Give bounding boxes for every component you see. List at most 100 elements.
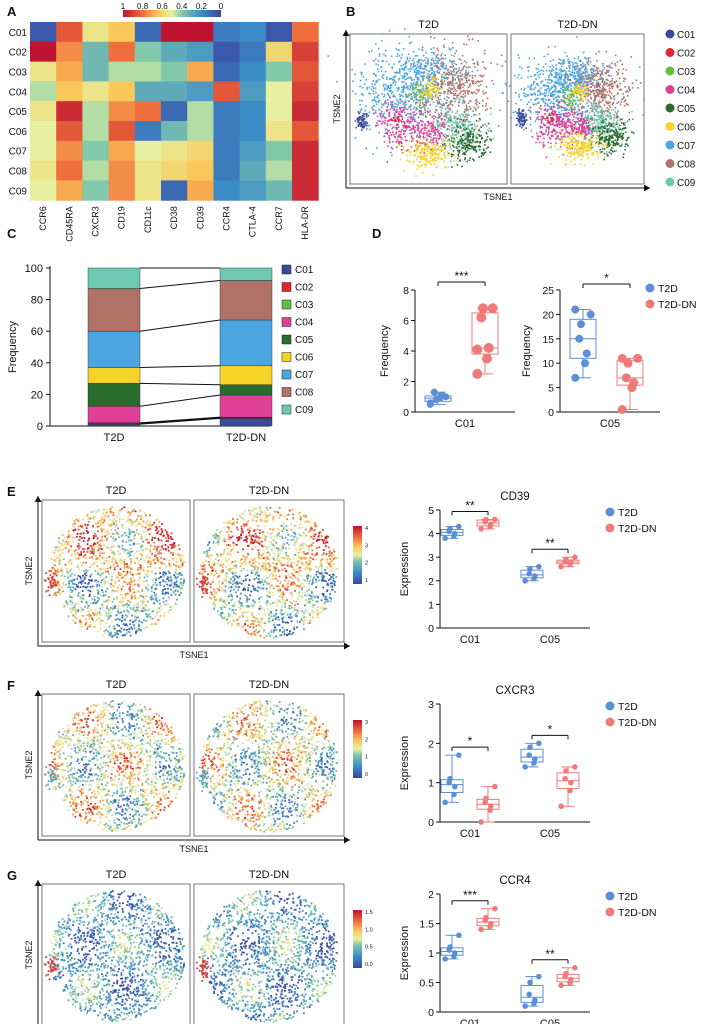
tsne-point bbox=[417, 90, 420, 93]
tsne-point bbox=[416, 134, 418, 137]
tsne-point bbox=[540, 130, 542, 133]
tsne-point bbox=[518, 108, 521, 110]
tsne-point bbox=[421, 148, 424, 151]
tsne-point bbox=[383, 135, 385, 138]
tsne-point bbox=[439, 94, 441, 97]
tsne-point bbox=[616, 114, 618, 117]
tsne-point bbox=[575, 116, 577, 119]
tsne-point bbox=[397, 79, 400, 81]
tsne-point bbox=[564, 123, 566, 126]
tsne-point bbox=[561, 139, 564, 142]
tsne-point bbox=[380, 39, 383, 42]
tsne-point bbox=[600, 142, 602, 144]
tsne-point bbox=[454, 98, 457, 100]
tsne-point bbox=[587, 61, 589, 63]
tsne-point bbox=[446, 68, 449, 71]
tsne-point bbox=[590, 110, 593, 112]
tsne-point bbox=[386, 92, 389, 95]
tsne-point bbox=[483, 52, 486, 55]
heatmap-cell bbox=[161, 81, 188, 102]
tsne-point bbox=[384, 128, 387, 131]
tsne-point bbox=[585, 133, 587, 136]
tsne-point bbox=[482, 61, 484, 63]
tsne-point bbox=[566, 97, 568, 100]
tsne-point bbox=[627, 94, 629, 97]
tsne-point bbox=[556, 76, 558, 79]
tsne-point bbox=[403, 76, 406, 78]
tsne-point bbox=[579, 77, 582, 80]
tsne-point bbox=[451, 129, 453, 132]
tsne-point bbox=[608, 122, 611, 125]
heatmap-column-label: CD45RA bbox=[64, 206, 74, 242]
tsne-point bbox=[580, 79, 583, 81]
tsne-point bbox=[411, 85, 414, 87]
tsne-point bbox=[398, 136, 401, 138]
tsne-point bbox=[433, 153, 436, 155]
tsne-point bbox=[608, 137, 610, 140]
c-legend-swatch bbox=[281, 404, 292, 415]
tsne-point bbox=[461, 141, 464, 144]
tsne-point bbox=[587, 125, 590, 127]
tsne-point bbox=[434, 59, 437, 62]
tsne-point bbox=[556, 131, 558, 134]
tsne-point bbox=[398, 68, 401, 70]
tsne-point bbox=[454, 116, 457, 118]
tsne-point bbox=[559, 123, 561, 125]
tsne-point bbox=[431, 128, 433, 131]
tsne-point bbox=[610, 83, 612, 85]
tsne-point bbox=[597, 126, 600, 129]
tsne-point bbox=[612, 85, 615, 87]
tsne-point bbox=[406, 154, 408, 157]
tsne-point bbox=[585, 81, 588, 83]
tsne-point bbox=[606, 110, 609, 113]
tsne-point bbox=[553, 98, 555, 100]
tsne-point bbox=[548, 114, 551, 116]
tsne-point bbox=[519, 119, 521, 122]
tsne-point bbox=[545, 129, 547, 132]
tsne-point bbox=[416, 122, 419, 124]
tsne-point bbox=[393, 80, 395, 83]
tsne-point bbox=[537, 97, 539, 100]
tsne-point bbox=[457, 157, 459, 160]
tsne-point bbox=[380, 106, 383, 109]
tsne-point bbox=[394, 118, 396, 121]
tsne-point bbox=[521, 123, 524, 125]
tsne-point bbox=[466, 109, 468, 112]
tsne-point bbox=[599, 151, 601, 153]
tsne-point bbox=[623, 104, 626, 107]
tsne-point bbox=[435, 129, 438, 131]
tsne-point bbox=[573, 124, 576, 126]
tsne-point bbox=[436, 66, 438, 69]
tsne-point bbox=[378, 120, 381, 122]
tsne-point bbox=[613, 150, 616, 152]
colorbar-a-tick: 0.8 bbox=[137, 2, 149, 11]
tsne-point bbox=[414, 130, 417, 133]
tsne-point bbox=[602, 118, 604, 120]
heatmap-cell bbox=[56, 41, 83, 63]
tsne-point bbox=[517, 54, 520, 56]
tsne-point bbox=[408, 35, 410, 38]
tsne-point bbox=[425, 104, 427, 107]
heatmap-cell bbox=[213, 121, 241, 142]
tsne-point bbox=[478, 134, 480, 136]
tsne-point bbox=[569, 121, 571, 123]
tsne-point bbox=[469, 157, 472, 159]
tsne-point bbox=[396, 55, 398, 58]
tsne-point bbox=[424, 164, 426, 166]
tsne-point bbox=[475, 92, 477, 95]
tsne-point bbox=[595, 73, 597, 75]
tsne-point bbox=[396, 118, 399, 120]
tsne-point bbox=[469, 139, 471, 142]
tsne-point bbox=[408, 88, 411, 90]
tsne-point bbox=[468, 144, 470, 147]
tsne-point bbox=[467, 108, 470, 111]
tsne-point bbox=[413, 95, 416, 97]
tsne-point bbox=[541, 133, 544, 136]
tsne-point bbox=[551, 120, 554, 123]
tsne-point bbox=[461, 82, 464, 85]
tsne-point bbox=[587, 99, 589, 101]
tsne-point bbox=[594, 96, 596, 99]
tsne-point bbox=[572, 64, 574, 66]
tsne-point bbox=[581, 118, 584, 120]
tsne-point bbox=[609, 118, 611, 120]
